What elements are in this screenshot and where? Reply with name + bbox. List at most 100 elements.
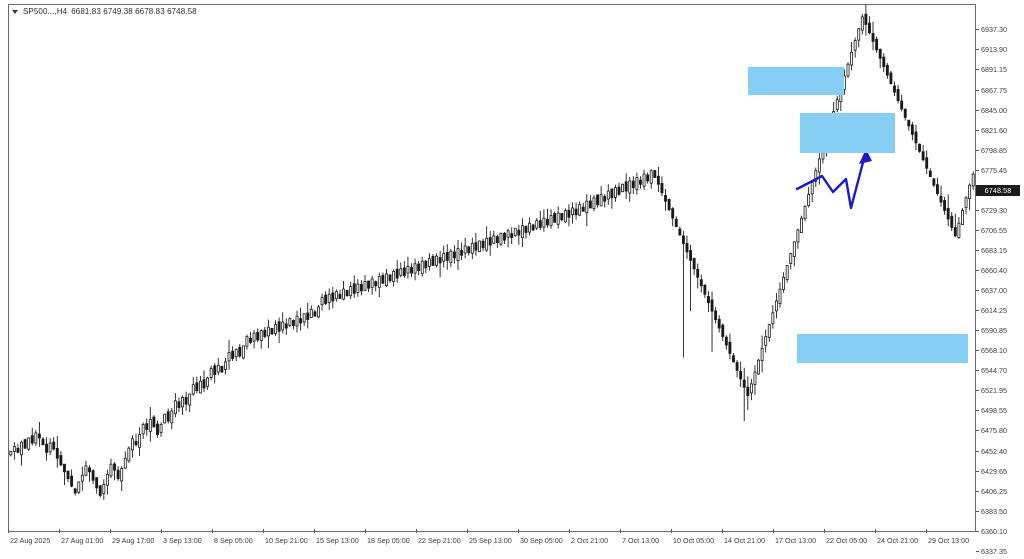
price-value: 6729.30 xyxy=(981,206,1007,215)
tick-mark xyxy=(926,529,927,533)
price-value: 6383.50 xyxy=(981,507,1007,516)
price-value: 6590.85 xyxy=(981,326,1007,335)
time-tick-label: 2 Oct 21:00 xyxy=(569,529,608,545)
candle-body xyxy=(452,251,456,259)
tick-mark xyxy=(620,529,621,533)
time-value: 29 Oct 13:00 xyxy=(928,536,970,545)
candle-body xyxy=(16,447,20,453)
time-tick-label: 7 Oct 13:00 xyxy=(620,529,659,545)
candle-body xyxy=(610,188,614,199)
candle-body xyxy=(571,207,574,215)
candle-body xyxy=(291,319,295,326)
candle-body xyxy=(481,240,485,249)
price-value: 6775.45 xyxy=(981,166,1007,175)
candle-body xyxy=(274,324,277,334)
candle-body xyxy=(910,124,914,135)
time-tick-label: 30 Sep 05:00 xyxy=(518,529,563,545)
candle-body xyxy=(624,181,628,192)
candle-body xyxy=(163,413,167,424)
time-value: 25 Sep 13:00 xyxy=(469,536,512,545)
tick-mark xyxy=(722,529,723,533)
candle-body xyxy=(166,411,170,422)
tick-mark xyxy=(824,529,825,533)
candle-body xyxy=(692,258,696,270)
candle-body xyxy=(59,455,63,466)
candle-body xyxy=(485,237,489,251)
candle-body xyxy=(635,177,639,190)
tick-mark xyxy=(976,170,979,171)
candle-body xyxy=(860,16,864,31)
candle-body xyxy=(281,321,285,331)
price-tick-label: 6867.75 xyxy=(976,86,1007,95)
tick-mark xyxy=(976,250,979,251)
price-value: 6891.15 xyxy=(981,65,1007,74)
candle-body xyxy=(367,280,371,289)
price-tick-label: 6360.10 xyxy=(976,527,1007,536)
price-value: 6498.55 xyxy=(981,406,1007,415)
symbol-info-bar[interactable]: SP500...,H4 6681.83 6749.38 6678.83 6748… xyxy=(12,6,197,17)
candle-body xyxy=(893,85,896,93)
candle-body xyxy=(567,209,571,218)
candle-body xyxy=(914,131,918,144)
tick-mark xyxy=(976,430,979,431)
candle-body xyxy=(417,263,421,271)
tick-mark xyxy=(976,130,979,131)
price-value: 6821.60 xyxy=(981,126,1007,135)
candle-body xyxy=(538,220,542,228)
candle-body xyxy=(30,435,34,444)
tick-mark xyxy=(8,529,9,533)
candle-body xyxy=(431,256,435,266)
tick-mark xyxy=(671,529,672,533)
candle-body xyxy=(173,400,177,415)
tick-mark xyxy=(161,529,162,533)
tick-mark xyxy=(110,529,111,533)
candle-body xyxy=(785,265,789,280)
candle-body xyxy=(800,217,803,234)
price-tick-label: 6660.40 xyxy=(976,266,1007,275)
price-value: 6845.00 xyxy=(981,106,1007,115)
price-tick-label: 6568.10 xyxy=(976,346,1007,355)
price-tick-label: 6706.55 xyxy=(976,226,1007,235)
tick-mark xyxy=(976,491,979,492)
time-value: 22 Oct 05:00 xyxy=(826,536,868,545)
price-axis[interactable]: 6937.30 6913.90 6891.15 6867.75 6845.00 6821.… xyxy=(976,4,1024,556)
price-plot-area[interactable] xyxy=(9,5,975,531)
candle-body xyxy=(875,38,879,51)
candle-body xyxy=(760,347,764,362)
candle-body xyxy=(48,442,52,453)
candle-body xyxy=(109,463,113,477)
candle-body xyxy=(896,88,900,101)
candle-body xyxy=(270,327,274,335)
candle-body xyxy=(349,286,353,297)
candle-body xyxy=(735,362,739,371)
candle-body xyxy=(699,279,703,287)
tick-mark xyxy=(976,150,979,151)
candle-body xyxy=(55,447,59,459)
candle-body xyxy=(295,315,299,327)
candle-body xyxy=(27,437,31,450)
candle-body xyxy=(703,284,707,295)
candle-body xyxy=(442,253,446,262)
candle-body xyxy=(410,267,413,274)
candle-body xyxy=(656,175,660,185)
candle-body xyxy=(216,364,220,373)
candle-body xyxy=(710,299,714,312)
tick-mark xyxy=(569,529,570,533)
candle-body xyxy=(478,240,481,253)
candle-body xyxy=(113,463,116,471)
tick-mark xyxy=(976,410,979,411)
tick-mark xyxy=(416,529,417,533)
time-tick-label: 29 Aug 17:00 xyxy=(110,529,154,545)
time-tick-label: 3 Sep 13:00 xyxy=(161,529,202,545)
candle-body xyxy=(105,473,109,486)
time-value: 18 Sep 05:00 xyxy=(367,536,410,545)
time-axis[interactable]: 22 Aug 2025 27 Aug 01:00 29 Aug 17:00 3 Sep… xyxy=(8,529,976,559)
price-tick-label: 6498.55 xyxy=(976,406,1007,415)
triangle-down-icon[interactable] xyxy=(12,9,18,14)
candle-body xyxy=(817,158,821,173)
candle-body xyxy=(463,245,467,254)
time-tick-label: 22 Sep 21:00 xyxy=(416,529,461,545)
candle-body xyxy=(23,439,27,449)
candle-body xyxy=(628,180,632,194)
candle-body xyxy=(943,200,947,211)
